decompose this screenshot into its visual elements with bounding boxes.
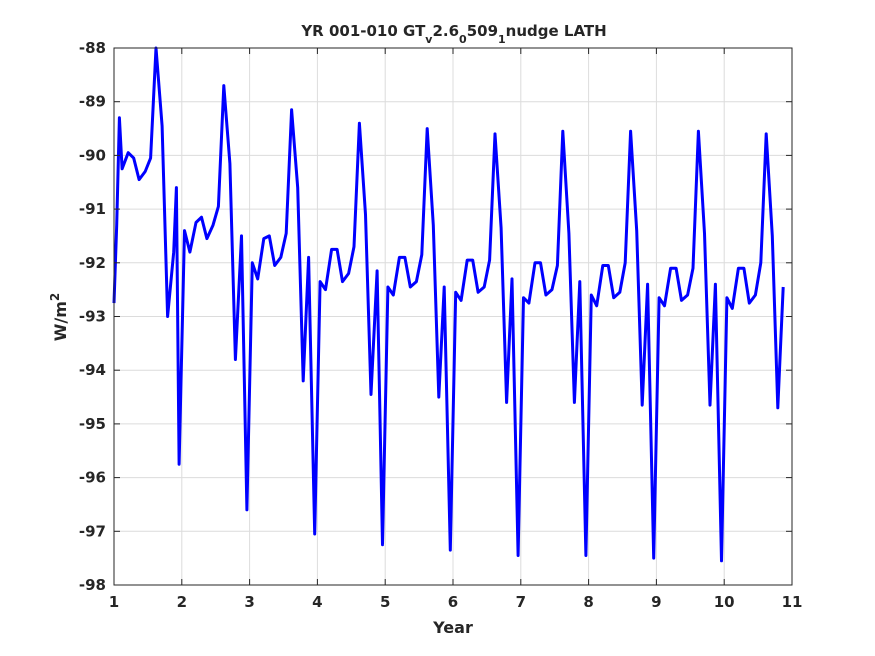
- y-tick-label: -90: [79, 146, 106, 164]
- y-tick-label: -92: [79, 254, 106, 272]
- x-tick-label: 9: [651, 593, 661, 611]
- title-part: 1: [498, 33, 506, 46]
- y-axis-label: W/m2: [48, 293, 70, 342]
- y-label-base: W/m: [51, 301, 70, 341]
- title-part: 2.6: [432, 22, 459, 40]
- x-tick-label: 3: [244, 593, 254, 611]
- y-tick-label: -88: [79, 39, 106, 57]
- x-tick-label: 1: [109, 593, 119, 611]
- series-lines: [112, 46, 785, 563]
- axes: [113, 47, 793, 586]
- y-tick-label: -93: [79, 308, 106, 326]
- y-label-superscript: 2: [48, 293, 62, 301]
- series-line: [112, 46, 785, 563]
- title-part: v: [425, 33, 433, 46]
- y-tick-label: -98: [79, 576, 106, 594]
- x-tick-label: 8: [583, 593, 593, 611]
- y-tick-label: -96: [79, 469, 106, 487]
- title-part: 0: [459, 33, 467, 46]
- x-tick-label: 5: [380, 593, 390, 611]
- y-tick-label: -97: [79, 522, 106, 540]
- x-tick-label: 2: [177, 593, 187, 611]
- tick-labels: 1 2 3 4 5 6 7 8 9 10 11 -98 -97 -96 -95 -94 -93 -92 -91 -90…: [79, 39, 803, 611]
- y-tick-label: -91: [79, 200, 106, 218]
- title-part: YR 001-010 GT: [300, 22, 426, 40]
- x-tick-label: 4: [312, 593, 322, 611]
- chart-title: YR 001-010 GTv2.605091nudge LATH: [300, 22, 606, 46]
- title-part: 509: [467, 22, 498, 40]
- title-part: nudge LATH: [506, 22, 607, 40]
- y-tick-label: -95: [79, 415, 106, 433]
- y-tick-label: -89: [79, 93, 106, 111]
- x-tick-label: 6: [448, 593, 458, 611]
- x-axis-label: Year: [432, 618, 473, 637]
- x-tick-label: 10: [714, 593, 735, 611]
- y-tick-label: -94: [79, 361, 106, 379]
- x-tick-label: 7: [516, 593, 526, 611]
- x-tick-label: 11: [782, 593, 803, 611]
